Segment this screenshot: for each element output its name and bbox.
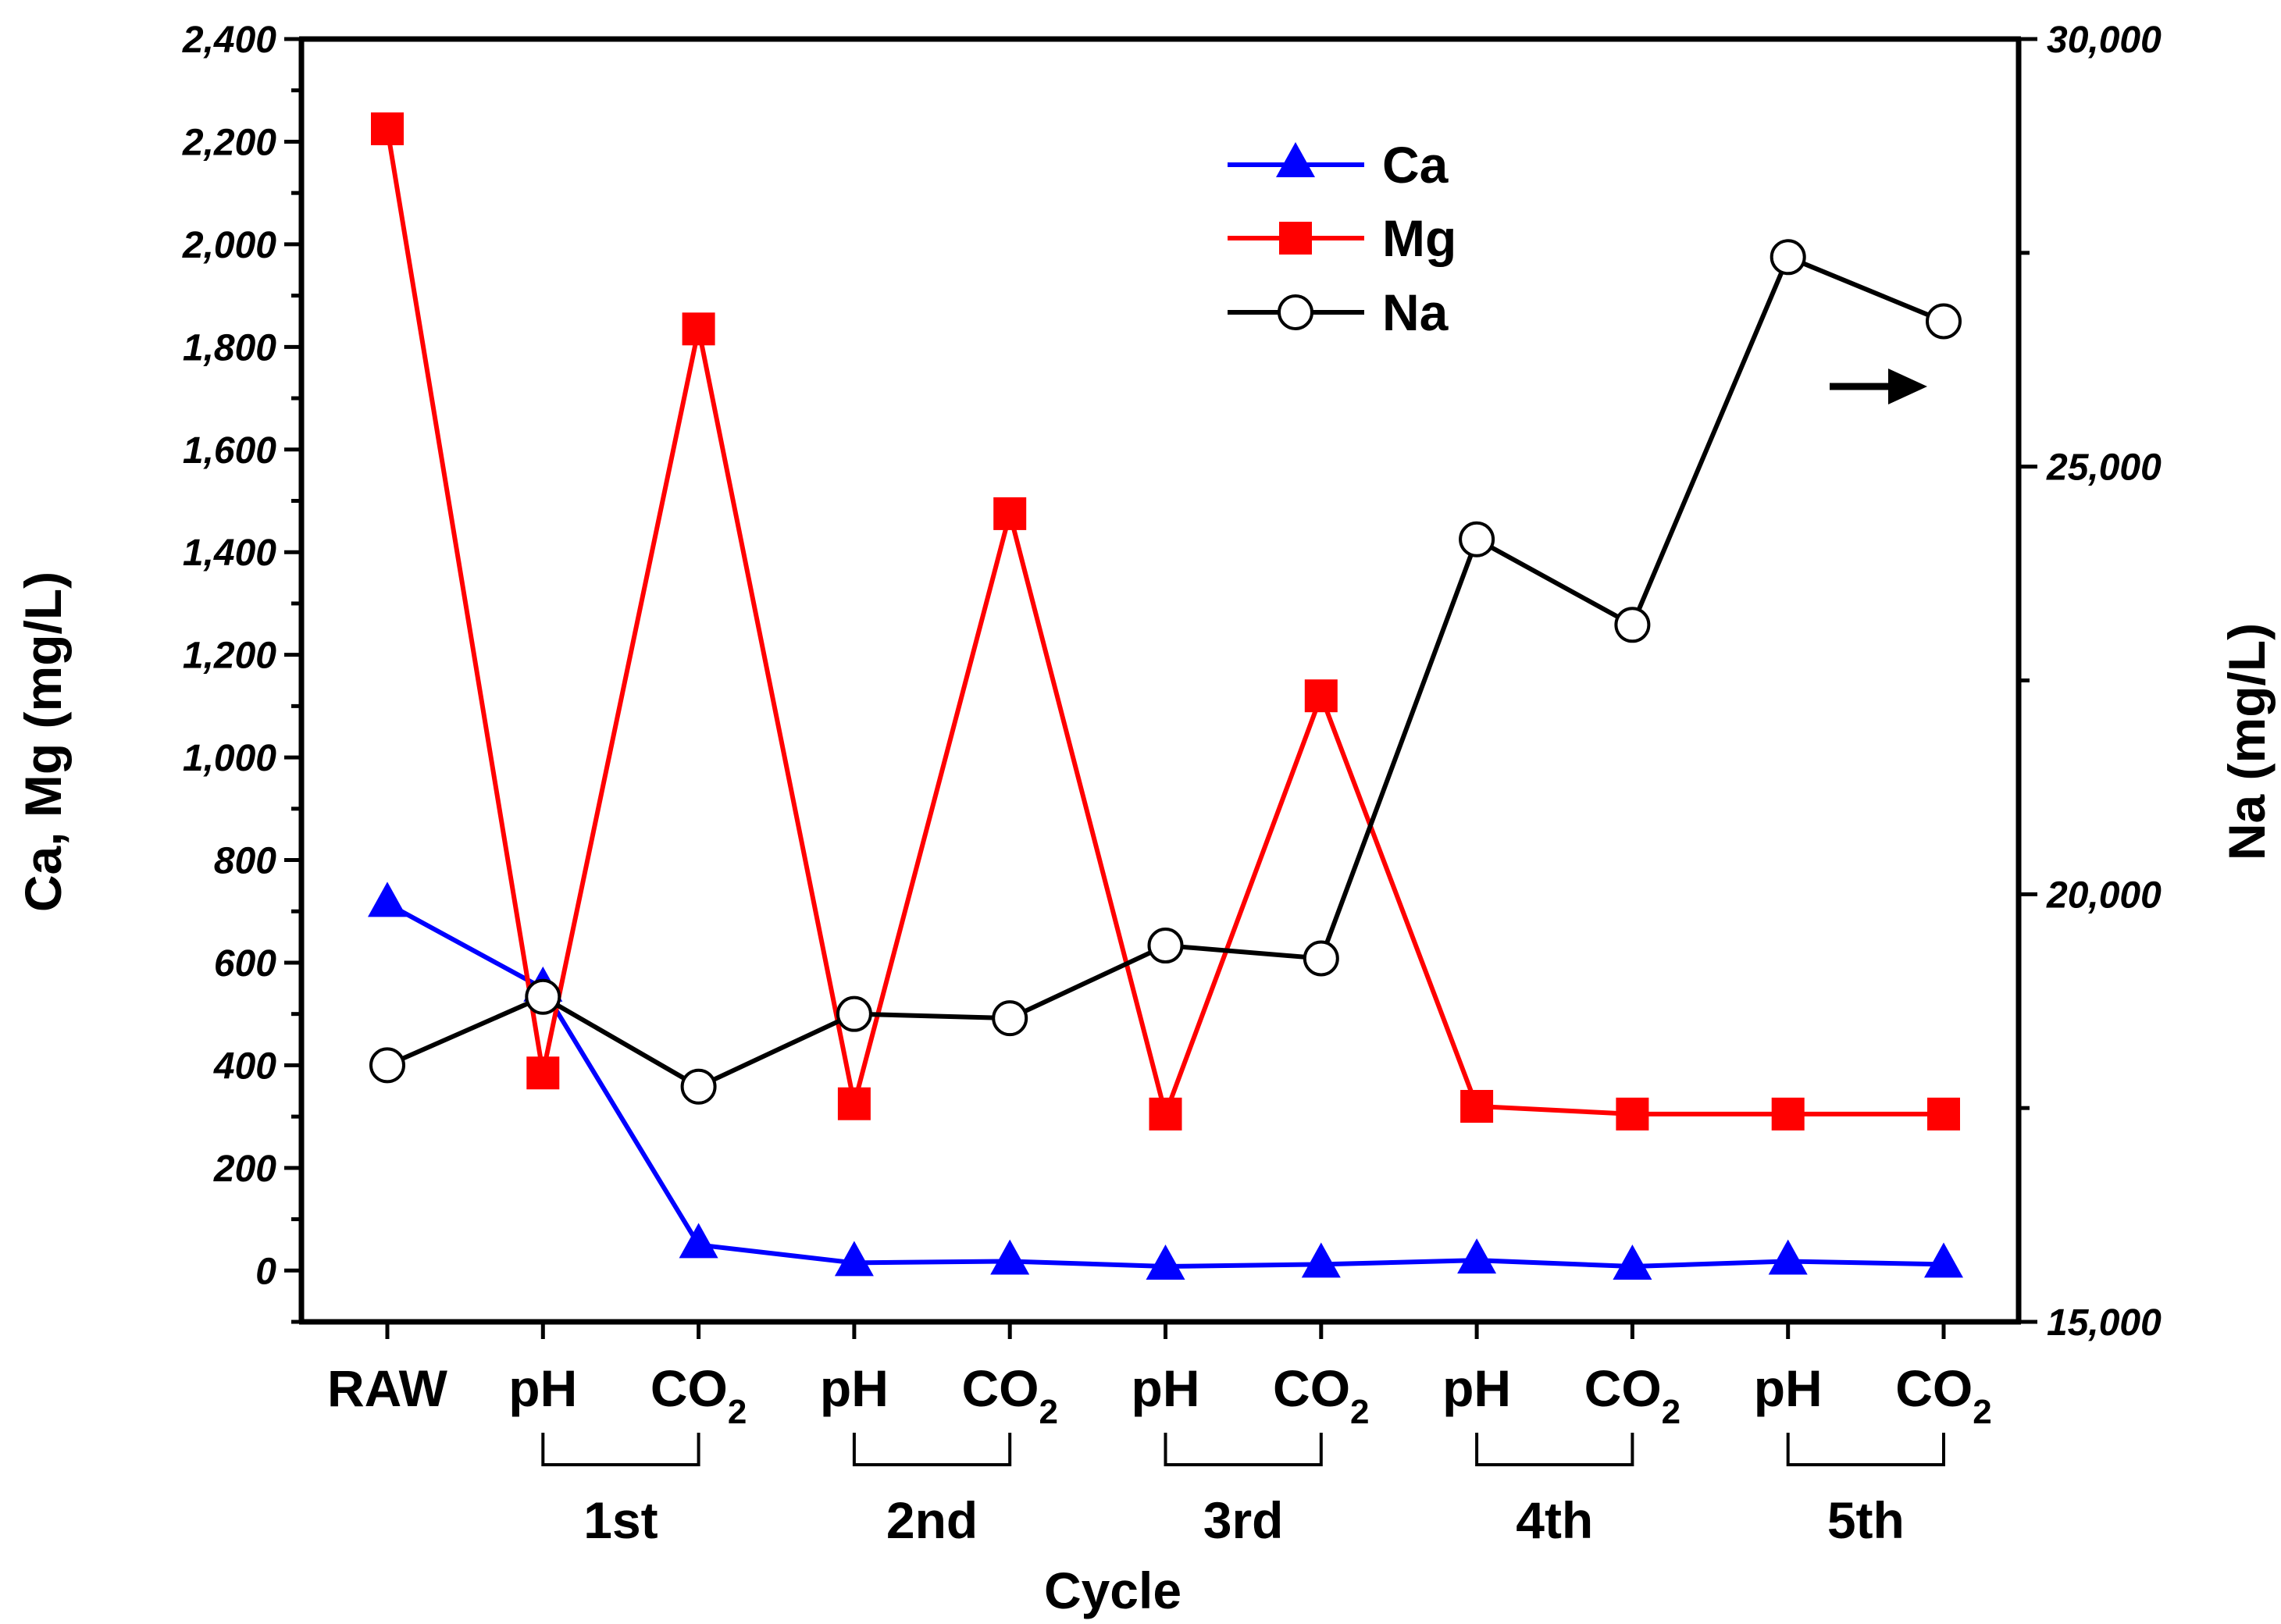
- y-tick-label: 2,200: [182, 122, 276, 163]
- series-ca-point: [1457, 1238, 1497, 1274]
- cycle-label: 5th: [1827, 1491, 1905, 1549]
- series-ca-point: [368, 881, 407, 917]
- series-na-point: [1614, 607, 1651, 643]
- x-tick-label: CO2: [1273, 1359, 1369, 1431]
- series-na-point: [369, 1047, 405, 1084]
- legend-na-marker: [1278, 294, 1313, 330]
- y-tick-label: 400: [213, 1045, 276, 1087]
- right-arrow-icon: [1830, 369, 1927, 404]
- series-mg-point: [1149, 1097, 1182, 1131]
- axes-layer: [284, 36, 2037, 1466]
- x-tick-label: pH: [1754, 1359, 1823, 1417]
- series-mg-point: [371, 112, 404, 146]
- legend-ca-label: Ca: [1382, 136, 1449, 194]
- y-tick-label: 1,800: [183, 327, 276, 369]
- series-layer: [368, 112, 1963, 1280]
- cycle-label: 4th: [1516, 1491, 1593, 1549]
- cycle-bracket: [541, 1433, 700, 1466]
- x-tick-label: pH: [508, 1359, 577, 1417]
- y-tick-label: 1,200: [183, 636, 276, 677]
- series-mg-point: [526, 1056, 560, 1090]
- x-tick-label: RAW: [327, 1359, 448, 1417]
- cycle-label: 3rd: [1203, 1491, 1284, 1549]
- series-ca-point: [1924, 1242, 1963, 1278]
- y-tick-label: 2,400: [182, 20, 276, 61]
- y2-tick-label: 30,000: [2047, 20, 2162, 61]
- x-tick-label: CO2: [1584, 1359, 1680, 1431]
- y-tick-label: 800: [214, 841, 276, 882]
- legend-mg-label: Mg: [1382, 209, 1456, 267]
- cycle-bracket: [1786, 1433, 1945, 1466]
- y-tick-label: 0: [255, 1251, 276, 1292]
- series-ca-point: [990, 1239, 1030, 1275]
- series-na-point: [1147, 928, 1184, 964]
- cycle-label: 1st: [583, 1491, 658, 1549]
- series-ca-point: [1768, 1239, 1808, 1275]
- series-ca-point: [1301, 1242, 1341, 1278]
- legend-ca-marker: [1276, 142, 1315, 177]
- series-mg-line: [385, 128, 1944, 1116]
- y-tick-label: 1,600: [183, 430, 276, 472]
- legend-mg-marker: [1279, 222, 1312, 255]
- series-na-point: [1770, 239, 1806, 276]
- y2-tick-label: 15,000: [2047, 1302, 2162, 1344]
- x-tick-label: pH: [820, 1359, 889, 1417]
- x-tick-label: CO2: [961, 1359, 1057, 1431]
- y-tick-label: 200: [213, 1149, 276, 1190]
- legend: Ca Mg Na: [1228, 136, 1456, 341]
- y-tick-label: 600: [214, 943, 276, 985]
- y-axis-title: Ca, Mg (mg/L): [14, 572, 72, 912]
- x-tick-label: CO2: [650, 1359, 747, 1431]
- series-mg-point: [682, 312, 715, 346]
- series-mg-point: [837, 1087, 871, 1120]
- x-tick-label: pH: [1442, 1359, 1511, 1417]
- series-na-point: [525, 978, 561, 1015]
- legend-na-label: Na: [1382, 283, 1449, 341]
- label-layer: 0 200 400 600 800 1,000 1,200 1,400 1,600 1,800 2,…: [182, 20, 2162, 1549]
- series-na-point: [1303, 940, 1339, 977]
- y2-tick-label: 20,000: [2046, 874, 2162, 916]
- y2-axis-title: Na (mg/L): [2218, 623, 2276, 860]
- cycle-bracket: [852, 1433, 1012, 1466]
- series-na-point: [992, 1000, 1028, 1037]
- series-ca-point: [1146, 1245, 1185, 1280]
- series-mg-point: [1460, 1089, 1494, 1123]
- series-na-point: [1926, 303, 1962, 340]
- y2-tick-label: 25,000: [2046, 447, 2162, 489]
- series-na-point: [1459, 521, 1495, 557]
- series-na-point: [680, 1068, 717, 1105]
- series-ca-point: [834, 1241, 874, 1277]
- series-mg-point: [1927, 1097, 1960, 1131]
- series-ca-point: [1613, 1245, 1652, 1280]
- cycle-bracket: [1475, 1433, 1634, 1466]
- y-tick-label: 2,000: [182, 225, 276, 266]
- series-mg-point: [993, 497, 1027, 530]
- y-tick-label: 1,000: [183, 738, 276, 779]
- x-tick-label: pH: [1132, 1359, 1200, 1417]
- series-na-point: [836, 995, 872, 1032]
- cycle-bracket: [1164, 1433, 1323, 1466]
- x-tick-label: CO2: [1895, 1359, 1991, 1431]
- y-tick-label: 1,400: [183, 532, 276, 574]
- series-mg-point: [1771, 1097, 1805, 1131]
- series-mg-point: [1616, 1097, 1649, 1131]
- x-axis-title: Cycle: [1044, 1562, 1181, 1619]
- series-ca-point: [679, 1223, 718, 1259]
- cycle-label: 2nd: [886, 1491, 978, 1549]
- series-mg-point: [1304, 679, 1338, 713]
